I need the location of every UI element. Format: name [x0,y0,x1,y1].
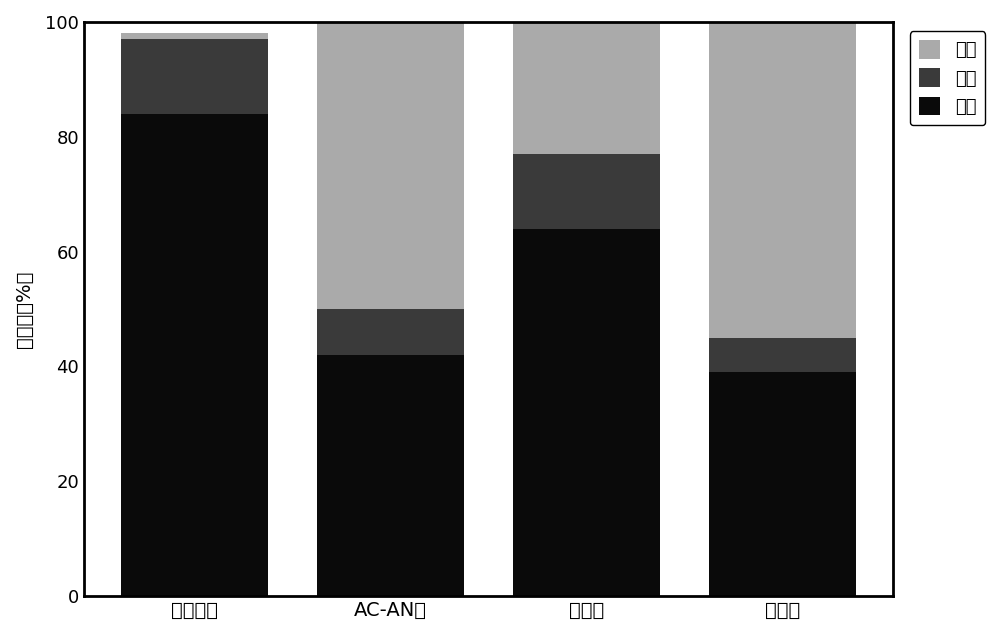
Bar [709,22,856,338]
Bar [121,34,268,39]
Bar [709,372,856,596]
Bar [317,309,464,355]
Bar [121,114,268,596]
Bar [121,39,268,114]
Bar [317,355,464,596]
Y-axis label: 碳含量（%）: 碳含量（%） [15,271,34,348]
Bar [709,338,856,372]
Legend: 气态, 液态, 固态: 气态, 液态, 固态 [910,31,985,125]
Bar [513,22,660,154]
Bar [513,154,660,229]
Bar [513,229,660,596]
Bar [317,22,464,309]
